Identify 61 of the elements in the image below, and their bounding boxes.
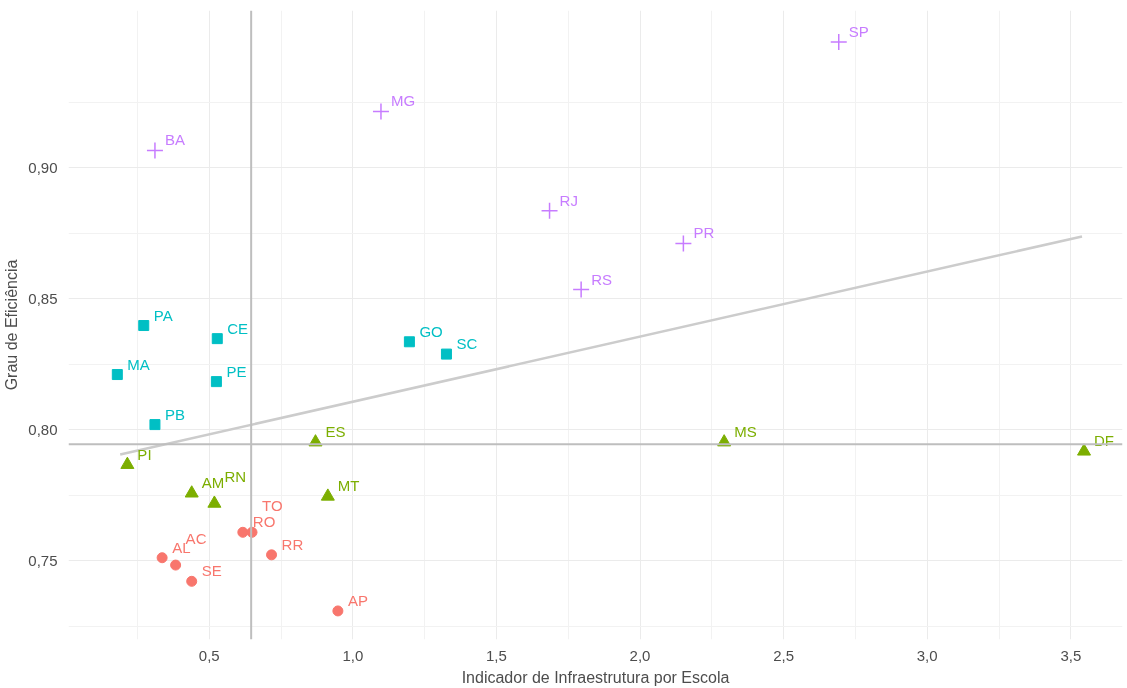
annotation: PB	[164, 405, 185, 423]
annotation: SE	[201, 562, 222, 580]
annotation: ES	[325, 423, 346, 441]
annotation: CE	[227, 319, 249, 337]
y-tick-label: 0,85	[28, 289, 58, 307]
annotation: RJ	[559, 191, 578, 209]
x-tick-label: 1,5	[485, 646, 507, 664]
x-tick-label: 2,5	[773, 646, 795, 664]
point	[207, 495, 222, 508]
annotation: AP	[347, 591, 368, 609]
point	[372, 102, 390, 121]
annotation: PE	[226, 362, 247, 380]
x-tick-label: 2,0	[629, 646, 651, 664]
y-tick-label: 0,75	[28, 551, 58, 569]
y-axis-title: Grau de Eficiência	[3, 259, 21, 391]
y-tick-label: 0,90	[28, 158, 58, 176]
point	[138, 320, 150, 332]
annotation: TO	[262, 497, 283, 515]
annotation: RS	[591, 270, 612, 288]
annotation: GO	[419, 322, 443, 340]
x-tick-label: 3,0	[916, 646, 938, 664]
point	[120, 456, 135, 469]
annotation: SC	[456, 335, 478, 353]
x-tick-label: 1,0	[342, 646, 364, 664]
point	[149, 419, 161, 431]
annotation: SP	[848, 22, 869, 40]
point	[146, 141, 164, 160]
annotation: MT	[337, 477, 360, 495]
annotation: MA	[127, 355, 150, 373]
point	[156, 552, 168, 564]
point	[1077, 443, 1092, 456]
point	[266, 549, 278, 561]
annotation: RR	[281, 535, 304, 553]
y-tick-label: 0,80	[28, 420, 58, 438]
point	[674, 234, 693, 253]
point	[186, 575, 198, 587]
point	[237, 526, 249, 538]
point	[540, 201, 559, 220]
annotation: PA	[153, 306, 173, 324]
point	[320, 488, 335, 501]
point	[184, 485, 199, 498]
point	[111, 369, 123, 381]
point	[440, 348, 452, 360]
x-tick-label: 3,5	[1060, 646, 1082, 664]
point	[210, 376, 222, 388]
annotation: BA	[164, 131, 185, 149]
point	[211, 333, 223, 345]
x-axis-title: Indicador de Infraestrutura por Escola	[461, 668, 730, 686]
point	[332, 605, 344, 617]
point	[830, 33, 848, 51]
annotation: PI	[137, 445, 152, 463]
point	[572, 280, 590, 299]
annotation: PR	[693, 224, 715, 242]
annotation: RN	[224, 468, 247, 486]
x-tick-label: 0,5	[198, 646, 220, 664]
annotation: AM	[201, 474, 225, 492]
annotation: RO	[252, 513, 276, 531]
point	[403, 336, 415, 348]
annotation: MS	[734, 423, 757, 441]
annotation: MG	[390, 92, 416, 110]
point	[170, 559, 182, 571]
